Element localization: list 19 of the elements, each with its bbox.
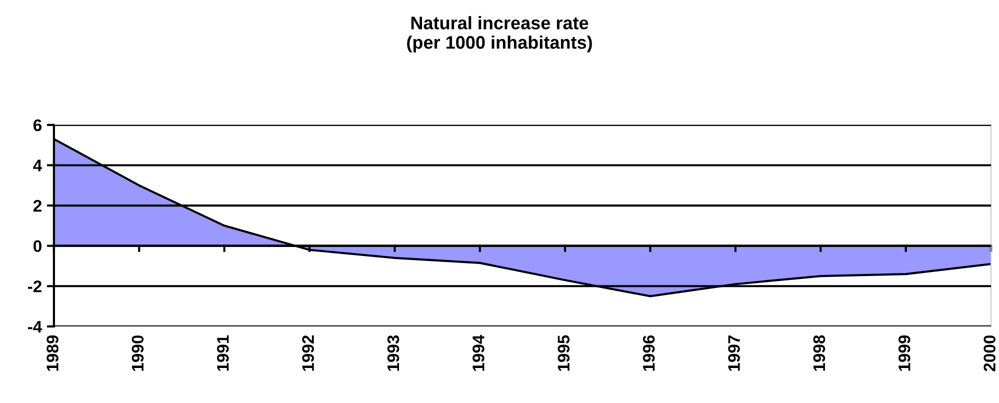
x-tick-label: 1996 — [642, 335, 655, 371]
x-tick-label: 1994 — [472, 334, 484, 371]
x-tick-label: 1999 — [898, 335, 910, 371]
x-tick-label: 1997 — [728, 335, 740, 371]
x-tick-label: 1998 — [813, 335, 826, 371]
y-tick-label: -4 — [28, 321, 42, 332]
chart-title: Natural increase rate (per 1000 inhabitants) — [407, 16, 592, 52]
x-tick-label: 1989 — [46, 335, 58, 371]
y-tick-label: 0 — [34, 240, 42, 252]
y-tick-label: 2 — [33, 200, 42, 212]
y-tick-label: -2 — [28, 280, 42, 292]
x-tick-label: 1993 — [387, 335, 400, 371]
x-tick-label: 1990 — [132, 335, 144, 371]
x-tick-label: 1992 — [302, 335, 314, 371]
x-tick-label: 1995 — [558, 335, 570, 371]
x-tick-label: 2000 — [984, 335, 996, 372]
y-tick-label: 6 — [33, 119, 42, 132]
y-tick-label: 4 — [33, 160, 42, 172]
x-tick-label: 1991 — [216, 335, 229, 371]
